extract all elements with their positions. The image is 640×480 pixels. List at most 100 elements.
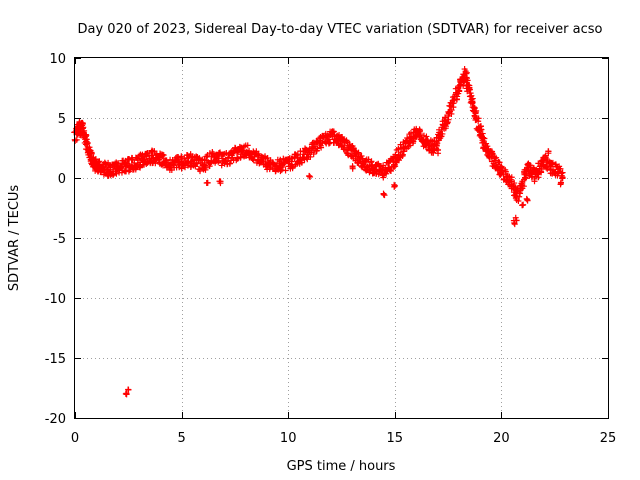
y-tick-label: -5 bbox=[53, 232, 66, 247]
data-point bbox=[515, 198, 522, 205]
data-point bbox=[545, 148, 552, 155]
data-point bbox=[314, 145, 321, 152]
data-point bbox=[499, 167, 506, 174]
chart-title: Day 020 of 2023, Sidereal Day-to-day VTE… bbox=[78, 22, 603, 37]
y-tick-label: 0 bbox=[58, 172, 66, 187]
data-point bbox=[387, 167, 394, 174]
y-axis-label: SDTVAR / TECUs bbox=[7, 185, 22, 292]
data-point bbox=[442, 115, 449, 122]
data-point bbox=[279, 163, 286, 170]
y-tick-label: 10 bbox=[49, 52, 66, 67]
data-point bbox=[306, 172, 313, 179]
x-tick-label: 5 bbox=[177, 431, 185, 446]
data-point bbox=[423, 133, 430, 140]
axis-ticks: 0 5 10 15 20 25 -20 -15 -10 -5 0 5 10 bbox=[45, 52, 617, 446]
data-point bbox=[559, 169, 566, 176]
x-axis-label: GPS time / hours bbox=[287, 459, 396, 474]
data-point bbox=[293, 152, 300, 159]
data-point bbox=[524, 196, 531, 203]
data-point bbox=[103, 163, 110, 170]
data-point bbox=[559, 174, 566, 181]
data-point bbox=[435, 150, 442, 157]
data-point bbox=[531, 178, 538, 185]
data-point bbox=[216, 178, 223, 185]
data-point bbox=[439, 130, 446, 137]
data-point bbox=[516, 193, 523, 200]
data-point bbox=[260, 158, 267, 165]
data-point bbox=[522, 174, 529, 181]
data-point bbox=[156, 154, 163, 161]
y-tick-label: 5 bbox=[58, 112, 66, 127]
x-tick-label: 25 bbox=[600, 431, 617, 446]
data-point bbox=[307, 173, 314, 180]
data-point bbox=[478, 126, 485, 133]
data-point bbox=[123, 390, 130, 397]
data-point bbox=[88, 150, 95, 157]
data-point bbox=[202, 164, 209, 171]
data-point bbox=[511, 221, 518, 228]
data-point bbox=[355, 149, 362, 156]
data-point bbox=[313, 148, 320, 155]
data-point bbox=[557, 181, 564, 188]
y-tick-label: -15 bbox=[45, 352, 66, 367]
data-point bbox=[204, 179, 211, 186]
data-point bbox=[227, 160, 234, 167]
data-point bbox=[232, 145, 239, 152]
data-point bbox=[79, 125, 86, 132]
data-point bbox=[481, 135, 488, 142]
data-point bbox=[492, 157, 499, 164]
data-point bbox=[307, 153, 314, 160]
data-point bbox=[160, 152, 167, 159]
data-points bbox=[71, 66, 566, 398]
x-tick-label: 10 bbox=[280, 431, 297, 446]
data-point bbox=[261, 154, 268, 161]
data-point bbox=[520, 201, 527, 208]
data-point bbox=[493, 154, 500, 161]
data-point bbox=[438, 127, 445, 134]
data-point bbox=[289, 164, 296, 171]
data-point bbox=[472, 110, 479, 117]
data-point bbox=[466, 84, 473, 91]
data-point bbox=[512, 214, 519, 221]
data-point bbox=[170, 161, 177, 168]
data-point bbox=[484, 143, 491, 150]
data-point bbox=[233, 149, 240, 156]
data-point bbox=[557, 165, 564, 172]
data-point bbox=[456, 88, 463, 95]
data-point bbox=[469, 98, 476, 105]
data-point bbox=[467, 90, 474, 97]
data-point bbox=[215, 158, 222, 165]
y-tick-label: -20 bbox=[45, 412, 66, 427]
data-point bbox=[187, 160, 194, 167]
data-point bbox=[391, 181, 398, 188]
data-point bbox=[475, 115, 482, 122]
data-point bbox=[244, 142, 251, 149]
grid bbox=[75, 58, 608, 418]
x-tick-label: 20 bbox=[493, 431, 510, 446]
data-point bbox=[473, 107, 480, 114]
data-point bbox=[508, 176, 515, 183]
data-point bbox=[193, 153, 200, 160]
data-point bbox=[520, 183, 527, 190]
data-point bbox=[131, 159, 138, 166]
data-point bbox=[378, 166, 385, 173]
x-tick-label: 0 bbox=[71, 431, 79, 446]
data-point bbox=[82, 133, 89, 140]
data-point bbox=[443, 123, 450, 130]
data-point bbox=[380, 190, 387, 197]
y-tick-label: -10 bbox=[45, 292, 66, 307]
data-point bbox=[392, 182, 399, 189]
data-point bbox=[178, 153, 185, 160]
data-point bbox=[349, 163, 356, 170]
data-point bbox=[463, 69, 470, 76]
data-point bbox=[513, 217, 520, 224]
data-point bbox=[298, 159, 305, 166]
data-point bbox=[143, 153, 150, 160]
data-point bbox=[438, 133, 445, 140]
data-point bbox=[125, 386, 132, 393]
data-point bbox=[337, 140, 344, 147]
data-point bbox=[310, 151, 317, 158]
data-point bbox=[417, 131, 424, 138]
data-point bbox=[193, 160, 200, 167]
